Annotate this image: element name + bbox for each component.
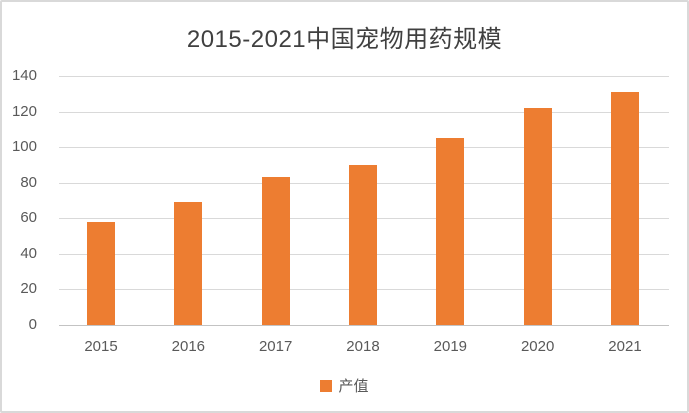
- legend: 产值: [2, 375, 687, 396]
- legend-swatch-icon: [320, 379, 333, 392]
- y-axis-tick-label: 20: [20, 280, 37, 298]
- x-axis-tick-label: 2018: [346, 338, 380, 355]
- gridline: [59, 76, 669, 77]
- x-axis-tick-label: 2015: [84, 338, 118, 355]
- y-axis-tick-label: 0: [28, 316, 37, 333]
- y-axis-tick-label: 140: [11, 67, 37, 84]
- x-axis-tick-label: 2021: [608, 338, 642, 355]
- gridline: [59, 147, 669, 149]
- gridline: [59, 111, 669, 113]
- bar-2021: [610, 92, 639, 325]
- x-axis-tick-label: 2019: [433, 338, 468, 355]
- y-axis-tick-label: 40: [20, 244, 37, 262]
- x-axis-tick-label: 2020: [520, 338, 555, 355]
- chart-title: 2015-2021中国宠物用药规模: [186, 26, 503, 53]
- x-axis-tick-label: 2016: [171, 338, 206, 355]
- plot-area: 0 20 40 60 80 100 120 140 2015 2016 2017 2018 2019 2…: [12, 68, 669, 355]
- x-axis-tick-label: 2017: [258, 338, 293, 355]
- bar-2015: [87, 221, 115, 325]
- bar-2017: [261, 177, 290, 325]
- bar-2016: [174, 202, 203, 325]
- y-axis-tick-label: 60: [20, 209, 37, 227]
- y-axis-tick-label: 100: [11, 138, 37, 156]
- bar-2018: [348, 164, 377, 325]
- y-axis-tick-label: 80: [20, 173, 37, 191]
- bar-2020: [523, 108, 552, 325]
- gridline: [59, 325, 669, 326]
- legend-label: 产值: [338, 378, 369, 395]
- y-axis-tick-label: 120: [11, 102, 37, 120]
- bar-2019: [436, 138, 465, 325]
